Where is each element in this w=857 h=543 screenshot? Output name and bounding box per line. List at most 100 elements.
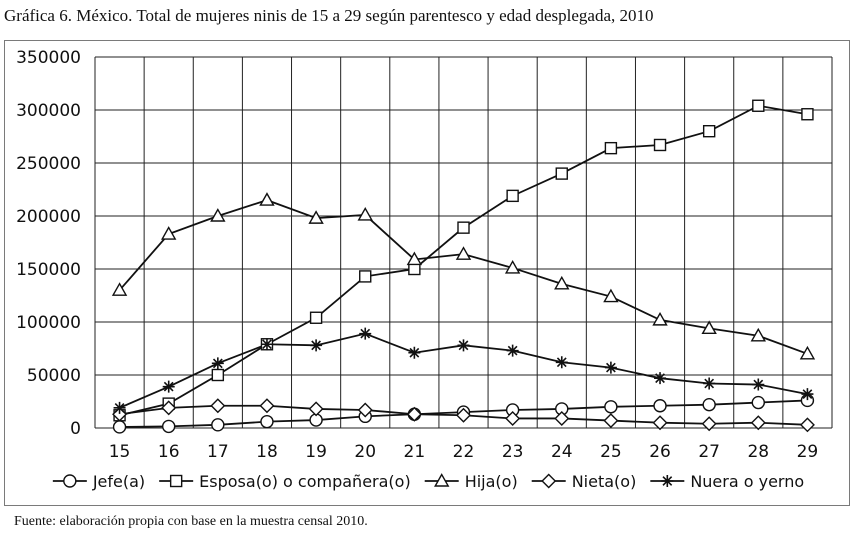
data-point-triangle <box>406 251 423 266</box>
y-tick-label: 100000 <box>16 313 81 333</box>
data-point-square <box>309 311 323 324</box>
data-point-diamond <box>750 415 766 431</box>
legend-label: Nieta(o) <box>572 472 637 491</box>
data-point-circle <box>211 418 225 432</box>
data-point-diamond <box>799 417 815 433</box>
legend-label: Nuera o yerno <box>690 472 804 491</box>
legend-label: Jefe(a) <box>92 472 145 491</box>
grid-lines <box>94 56 833 429</box>
data-point-diamond <box>505 410 521 426</box>
data-point-asterisk <box>113 401 126 414</box>
data-point-square <box>506 189 519 203</box>
x-tick-label: 28 <box>747 442 769 462</box>
data-point-square <box>604 141 618 155</box>
data-point-square <box>211 368 225 382</box>
data-point-triangle <box>161 226 177 240</box>
data-point-diamond <box>554 410 570 426</box>
data-point-triangle <box>308 210 324 224</box>
x-tick-label: 25 <box>600 442 622 462</box>
data-point-diamond <box>541 473 557 489</box>
data-point-square <box>653 138 667 152</box>
data-point-triangle <box>603 288 619 303</box>
data-point-asterisk <box>752 378 765 391</box>
data-point-asterisk <box>211 357 224 370</box>
y-tick-label: 150000 <box>16 260 81 280</box>
data-point-triangle <box>701 320 717 335</box>
data-point-circle <box>260 414 274 429</box>
data-point-triangle <box>455 246 472 260</box>
data-point-asterisk <box>654 372 667 385</box>
data-point-square <box>702 124 716 138</box>
data-point-diamond <box>161 400 177 416</box>
data-point-asterisk <box>408 346 421 359</box>
data-point-triangle <box>259 192 275 206</box>
data-point-diamond <box>456 407 471 423</box>
data-point-diamond <box>406 406 422 422</box>
data-point-circle <box>161 419 176 434</box>
data-point-triangle <box>111 282 128 296</box>
x-tick-label: 17 <box>207 442 229 462</box>
data-point-asterisk <box>604 361 617 374</box>
data-point-diamond <box>259 398 275 414</box>
data-point-asterisk <box>310 339 323 352</box>
data-point-circle <box>653 399 667 413</box>
data-point-circle <box>112 420 127 434</box>
data-point-asterisk <box>555 356 568 369</box>
data-point-asterisk <box>661 475 674 487</box>
x-tick-label: 22 <box>453 442 475 462</box>
y-tick-label: 50000 <box>27 366 81 386</box>
x-tick-label: 15 <box>109 442 131 462</box>
chart-frame <box>4 40 850 506</box>
data-point-square <box>801 108 814 121</box>
legend-label: Esposa(o) o compañera(o) <box>199 472 411 491</box>
data-point-diamond <box>357 402 373 418</box>
data-point-triangle <box>750 327 766 342</box>
data-point-circle <box>63 474 77 488</box>
x-tick-label: 20 <box>354 442 376 462</box>
data-point-asterisk <box>457 339 470 352</box>
legend: Jefe(a) Esposa(o) o compañera(o) Hija(o) Ni… <box>52 472 804 491</box>
data-point-triangle <box>357 207 373 221</box>
data-point-triangle <box>799 345 816 360</box>
data-point-square <box>359 270 372 283</box>
data-point-triangle <box>434 473 450 487</box>
data-point-square <box>169 474 183 488</box>
data-point-circle <box>604 400 618 414</box>
data-point-square <box>555 167 568 180</box>
chart-title: Gráfica 6. México. Total de mujeres nini… <box>4 6 654 25</box>
data-point-asterisk <box>260 338 273 351</box>
data-point-square <box>457 221 470 234</box>
y-tick-label: 300000 <box>16 101 81 121</box>
x-axis-ticks: 15 16 17 18 19 20 21 22 23 24 25 26 27 28 29 <box>109 442 819 462</box>
data-point-square <box>752 99 765 112</box>
data-point-circle <box>751 395 765 410</box>
source-note: Fuente: elaboración propia con base en l… <box>14 514 368 529</box>
x-tick-label: 29 <box>797 442 819 462</box>
data-point-diamond <box>603 413 619 429</box>
x-tick-label: 27 <box>698 442 720 462</box>
x-tick-label: 16 <box>158 442 180 462</box>
x-tick-label: 18 <box>256 442 278 462</box>
data-point-triangle <box>652 311 668 326</box>
x-tick-label: 19 <box>305 442 327 462</box>
data-point-triangle <box>554 275 570 290</box>
y-tick-label: 350000 <box>16 48 81 68</box>
data-point-asterisk <box>162 380 175 393</box>
data-point-diamond <box>701 416 717 432</box>
legend-label: Hija(o) <box>465 472 518 491</box>
data-point-asterisk <box>506 344 519 357</box>
y-tick-label: 250000 <box>16 154 81 174</box>
data-point-asterisk <box>801 388 814 401</box>
x-tick-label: 23 <box>502 442 524 462</box>
data-point-asterisk <box>359 327 372 340</box>
y-tick-label: 200000 <box>16 207 81 227</box>
data-point-diamond <box>210 398 226 414</box>
data-point-diamond <box>308 401 324 417</box>
x-tick-label: 21 <box>404 442 426 462</box>
y-tick-label: 0 <box>70 419 81 439</box>
data-point-triangle <box>210 208 226 222</box>
x-tick-label: 24 <box>551 442 573 462</box>
y-axis-ticks: 0 50000 100000 150000 200000 250000 300000 3500… <box>16 48 81 439</box>
data-point-circle <box>702 397 716 412</box>
